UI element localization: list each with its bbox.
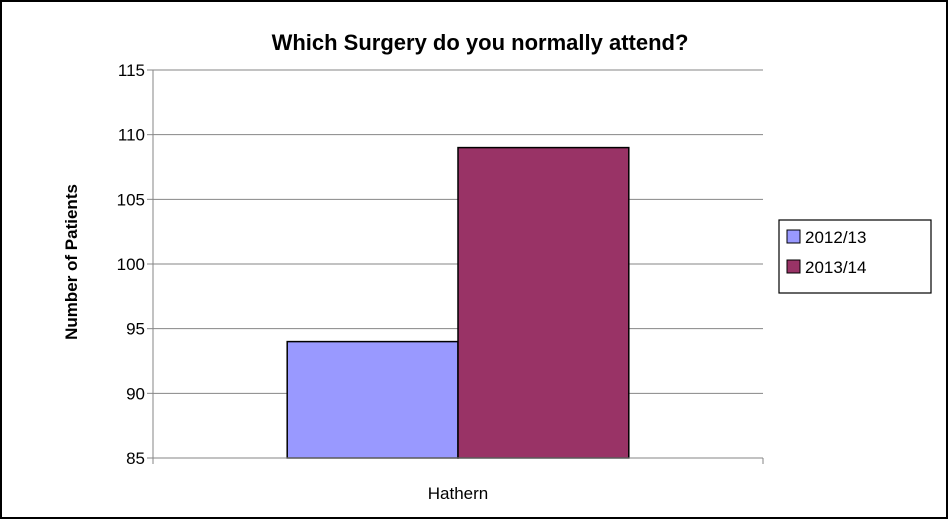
y-tick-labels: 85 90 95 100 105 110 115 (117, 61, 145, 468)
bars (286, 146, 630, 459)
y-tick-label: 110 (118, 126, 145, 145)
legend-label: 2013/14 (805, 258, 866, 277)
x-tick-label: Hathern (428, 484, 488, 503)
y-tick-label: 95 (126, 320, 145, 339)
chart-title: Which Surgery do you normally attend? (272, 30, 689, 55)
legend-box (778, 219, 932, 294)
y-tick-label: 85 (126, 449, 145, 468)
y-tick-label: 100 (117, 255, 145, 274)
y-tick-label: 90 (126, 384, 145, 403)
x-tick-labels: Hathern (428, 484, 488, 503)
bar-2013-14 (457, 146, 630, 459)
legend: 2012/13 2013/14 (778, 219, 932, 294)
gridlines (153, 69, 763, 394)
legend-swatch (786, 229, 801, 244)
bar-2012-13 (286, 340, 459, 459)
y-tick-label: 105 (117, 190, 145, 209)
y-tick-label: 115 (118, 61, 145, 80)
y-axis-label: Number of Patients (62, 184, 81, 340)
axes (147, 69, 764, 464)
legend-swatch (786, 259, 801, 274)
legend-label: 2012/13 (805, 228, 866, 247)
